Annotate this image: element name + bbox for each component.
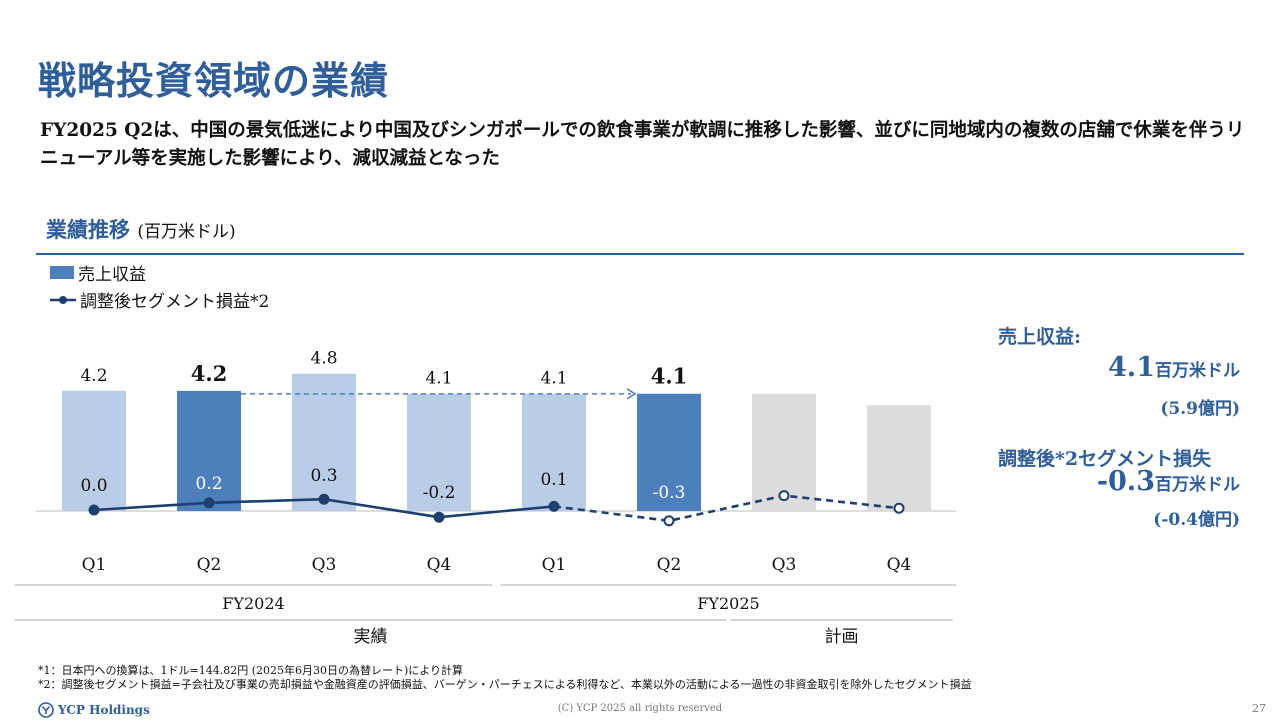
segment-point-5 xyxy=(663,515,675,527)
segment-label-1: 0.2 xyxy=(195,474,222,494)
section-heading: 業績推移 (百万米ドル) xyxy=(46,214,236,244)
bar-revenue-7 xyxy=(867,405,931,511)
bar-revenue-4 xyxy=(522,393,586,511)
segment-label-2: 0.3 xyxy=(310,466,337,486)
bar-label-0: 4.2 xyxy=(80,366,107,386)
summary-segment-label: 調整後*2セグメント損失 xyxy=(998,448,1212,470)
legend-label-revenue: 売上収益 xyxy=(78,265,146,285)
x-tick-label-6: Q3 xyxy=(772,555,797,575)
ycp-logo-icon xyxy=(38,702,54,718)
x-tick-label-3: Q4 xyxy=(427,555,452,575)
bar-label-2: 4.8 xyxy=(310,349,337,369)
segment-label-4: 0.1 xyxy=(540,470,567,490)
page-title: 戦略投資領域の業績 xyxy=(38,58,390,103)
segment-point-6 xyxy=(778,490,790,502)
footer-logo: YCP Holdings xyxy=(38,702,150,718)
bar-label-1: 4.2 xyxy=(191,361,228,386)
legend-item-segment: 調整後セグメント損益*2 xyxy=(50,287,269,312)
summary-segment-value: -0.3 xyxy=(1096,466,1155,497)
segment-label-3: -0.2 xyxy=(423,483,456,503)
fiscal-year-label-1: FY2025 xyxy=(697,594,759,613)
segment-line-forecast xyxy=(553,494,900,523)
fiscal-year-label-0: FY2024 xyxy=(222,594,284,613)
segment-label-0: 0.0 xyxy=(80,476,107,496)
summary-segment-row: -0.3百万米ドル xyxy=(1000,466,1240,497)
footnote-2: *2：調整後セグメント損益=子会社及び事業の売却損益や金融資産の評価損益、バーゲ… xyxy=(38,678,972,691)
summary-revenue-row: 4.1百万米ドル xyxy=(1000,352,1240,383)
x-tick-label-7: Q4 xyxy=(887,555,912,575)
comparison-arrow-head xyxy=(626,388,637,400)
summary-revenue-value: 4.1 xyxy=(1108,352,1155,383)
footer-copyright: (C) YCP 2025 all rights reserved xyxy=(557,703,723,714)
legend-bar-swatch xyxy=(50,266,74,279)
segment-point-3 xyxy=(433,511,445,523)
segment-point-4 xyxy=(548,500,560,512)
bar-label-5: 4.1 xyxy=(651,364,688,389)
bar-revenue-0 xyxy=(62,390,126,511)
section-divider xyxy=(36,253,1244,255)
x-tick-label-1: Q2 xyxy=(197,555,222,575)
section-heading-text: 業績推移 xyxy=(46,217,130,242)
lead-text: FY2025 Q2は、中国の景気低迷により中国及びシンガポールでの飲食事業が軟調… xyxy=(40,120,1245,169)
segment-point-1 xyxy=(203,497,215,509)
footnote-1: *1：日本円への換算は、1ドル=144.82円 (2025年6月30日の為替レー… xyxy=(38,664,464,677)
segment-point-7 xyxy=(893,502,905,514)
bar-label-4: 4.1 xyxy=(540,369,567,389)
bar-label-3: 4.1 xyxy=(425,369,452,389)
page-number: 27 xyxy=(1252,702,1266,715)
summary-segment-unit: 百万米ドル xyxy=(1155,475,1240,495)
performance-chart: 4.2 4.2 4.8 4.1 4.1 4.1 0.0 0.2 0.3 -0.2 0.1 -0.3 Q1… xyxy=(14,349,957,647)
segment-point-0 xyxy=(88,504,100,516)
summary-revenue-jpy: (5.9億円) xyxy=(1160,399,1240,419)
segment-label-5: -0.3 xyxy=(653,483,686,503)
legend-line-swatch xyxy=(50,295,76,304)
summary-revenue-unit: 百万米ドル xyxy=(1155,361,1240,381)
section-unit: (百万米ドル) xyxy=(137,222,236,242)
status-label-1: 計画 xyxy=(825,627,859,647)
x-tick-label-2: Q3 xyxy=(312,555,337,575)
bar-revenue-2 xyxy=(292,373,356,511)
legend-item-revenue: 売上収益 xyxy=(50,260,146,285)
segment-point-2 xyxy=(318,493,330,505)
summary-segment-jpy: (-0.4億円) xyxy=(1153,510,1240,530)
summary-revenue-label: 売上収益: xyxy=(998,326,1082,348)
x-tick-label-0: Q1 xyxy=(82,555,107,575)
legend-label-segment: 調整後セグメント損益*2 xyxy=(80,292,270,312)
bar-revenue-5 xyxy=(637,393,701,511)
footer-logo-text: YCP Holdings xyxy=(58,703,150,717)
status-label-0: 実績 xyxy=(354,627,388,647)
bar-revenue-3 xyxy=(407,393,471,511)
x-tick-label-5: Q2 xyxy=(657,555,682,575)
bar-revenue-1 xyxy=(177,390,241,511)
x-tick-label-4: Q1 xyxy=(542,555,567,575)
